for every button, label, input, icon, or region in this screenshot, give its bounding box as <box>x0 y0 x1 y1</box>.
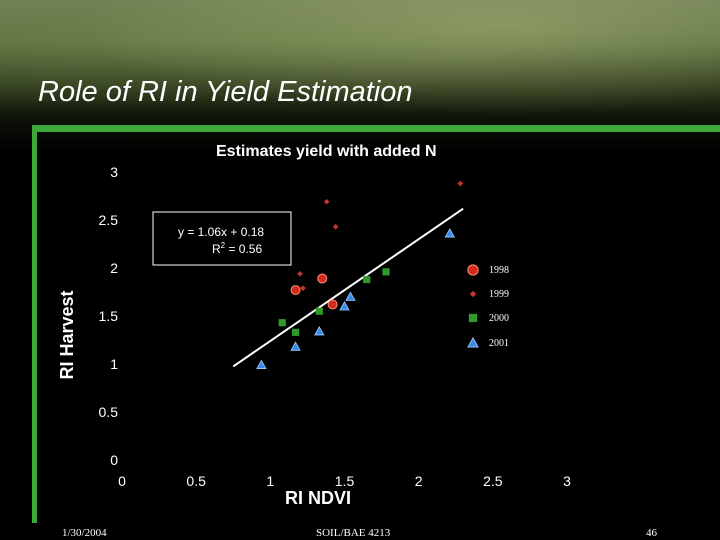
point-2000 <box>382 268 390 276</box>
point-1998 <box>317 273 328 284</box>
point-2000 <box>291 328 300 336</box>
legend-marker-2000 <box>468 313 478 323</box>
equation-frame <box>152 211 292 266</box>
x-axis-ticks: 0 0.5 1 1.5 2 2.5 3 <box>118 473 571 489</box>
chart-title: Estimates yield with added N <box>216 143 437 160</box>
point-2001 <box>256 359 267 369</box>
accent-bar-left <box>32 125 37 523</box>
y-axis-label: RI Harvest <box>57 290 77 379</box>
x-tick-label: 3 <box>563 473 571 489</box>
point-2000 <box>363 275 371 284</box>
y-axis-ticks: 0 0.5 1 1.5 2 2.5 3 <box>99 164 119 468</box>
legend-markers <box>467 264 479 348</box>
legend-label-1998: 1998 <box>489 265 509 276</box>
x-tick-label: 1.5 <box>335 473 355 489</box>
footer-date: 1/30/2004 <box>62 527 107 539</box>
y-tick-label: 3 <box>110 164 118 180</box>
y-tick-label: 1 <box>110 356 118 372</box>
legend-marker-2001 <box>467 337 479 348</box>
legend-label-2000: 2000 <box>489 313 509 324</box>
point-2000 <box>315 307 323 315</box>
point-1999 <box>297 270 303 277</box>
legend-marker-1998 <box>467 264 479 276</box>
footer-course: SOIL/BAE 4213 <box>316 527 391 539</box>
legend-frame <box>455 257 527 361</box>
x-tick-label: 0 <box>118 473 126 489</box>
r-squared-text: R2 = 0.56 <box>212 241 262 256</box>
point-1999 <box>300 285 306 291</box>
point-2001 <box>345 291 356 301</box>
x-tick-label: 1 <box>266 473 274 489</box>
x-tick-label: 0.5 <box>186 473 206 489</box>
equation-text: y = 1.06x + 0.18 <box>178 225 264 239</box>
point-1999 <box>323 198 330 205</box>
legend-label-1999: 1999 <box>489 289 509 300</box>
equation-box: y = 1.06x + 0.18 R2 = 0.56 <box>152 211 292 266</box>
accent-bar-top <box>32 125 720 132</box>
x-axis-label: RI NDVI <box>285 488 351 508</box>
y-tick-label: 0 <box>110 452 118 468</box>
legend-label-2001: 2001 <box>489 338 509 349</box>
x-tick-label: 2.5 <box>483 473 503 489</box>
x-tick-label: 2 <box>415 473 423 489</box>
point-2000 <box>278 319 286 327</box>
point-1999 <box>457 180 463 187</box>
point-2001 <box>444 228 455 238</box>
legend-marker-1999 <box>469 290 477 298</box>
footer-page-number: 46 <box>646 527 657 539</box>
point-1998 <box>327 299 338 310</box>
point-2001 <box>339 301 350 311</box>
y-tick-label: 2 <box>110 260 118 276</box>
slide-title: Role of RI in Yield Estimation <box>38 76 413 108</box>
y-tick-label: 2.5 <box>99 212 119 228</box>
point-1998 <box>290 285 301 296</box>
trend-line <box>232 207 464 368</box>
point-1999 <box>332 223 339 230</box>
y-tick-label: 1.5 <box>99 308 119 324</box>
data-points <box>256 180 463 369</box>
y-tick-label: 0.5 <box>99 404 119 420</box>
point-2001 <box>314 326 325 336</box>
legend: 1998 1999 2000 2001 <box>455 257 527 361</box>
point-2001 <box>290 341 301 351</box>
